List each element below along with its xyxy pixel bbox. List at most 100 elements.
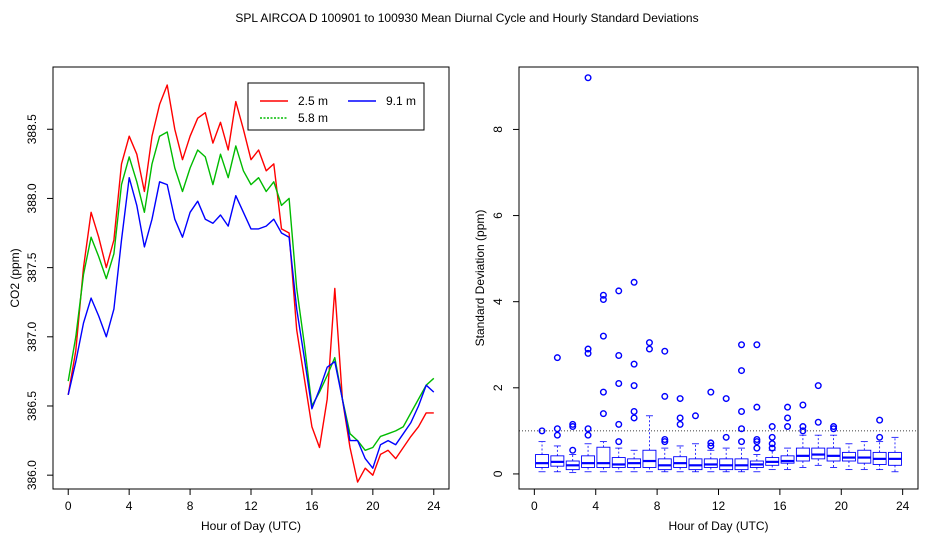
- outlier-point: [661, 435, 669, 443]
- box-hour-21.5: [857, 441, 872, 471]
- box-iqr: [826, 447, 841, 462]
- series-line-2-5-m: [67, 84, 434, 483]
- box-hour-2.5: [565, 420, 580, 474]
- box-hour-12.5: [719, 395, 734, 473]
- outlier-point: [661, 392, 669, 400]
- y-tick-label: 388.5: [25, 114, 39, 144]
- x-tick-label: 12: [244, 499, 258, 513]
- outlier-point: [645, 339, 653, 347]
- box-hour-17.5: [795, 401, 810, 468]
- box-hour-20.5: [841, 443, 856, 471]
- box-hour-13.5: [734, 341, 749, 473]
- outlier-point: [753, 435, 761, 443]
- outlier-point: [599, 388, 607, 396]
- outlier-point: [553, 431, 561, 439]
- box-hour-5.5: [611, 287, 626, 473]
- outlier-point: [553, 425, 561, 433]
- outlier-point: [661, 438, 669, 446]
- x-axis-label: Hour of Day (UTC): [668, 519, 768, 533]
- outlier-point: [630, 414, 638, 422]
- outlier-point: [630, 278, 638, 286]
- outlier-point: [738, 425, 746, 433]
- y-tick-label: 8: [491, 126, 505, 133]
- outlier-point: [830, 425, 838, 433]
- outlier-point: [753, 438, 761, 446]
- outlier-point: [661, 347, 669, 355]
- y-tick-label: 387.5: [25, 252, 39, 282]
- outlier-point: [753, 403, 761, 411]
- x-tick-label: 24: [896, 499, 910, 513]
- box-iqr: [703, 458, 718, 468]
- outlier-point: [799, 427, 807, 435]
- outlier-point: [584, 431, 592, 439]
- outlier-point: [584, 74, 592, 82]
- outlier-point: [615, 287, 623, 295]
- outlier-point: [615, 380, 623, 388]
- box-hour-10.5: [688, 412, 703, 473]
- outlier-point: [707, 388, 715, 396]
- y-tick-label: 387.0: [25, 321, 39, 351]
- box-hour-18.5: [811, 382, 826, 466]
- outlier-point: [784, 423, 792, 431]
- box-hour-3.5: [581, 74, 596, 473]
- outlier-point: [876, 433, 884, 441]
- outlier-point: [691, 412, 699, 420]
- y-tick-label: 386.5: [25, 391, 39, 421]
- x-tick-label: 8: [187, 499, 194, 513]
- box-hour-11.5: [703, 388, 718, 473]
- outlier-point: [707, 442, 715, 450]
- outlier-point: [676, 414, 684, 422]
- x-tick-label: 16: [305, 499, 319, 513]
- outlier-point: [768, 433, 776, 441]
- box-hour-8.5: [657, 347, 672, 473]
- co2-diurnal-chart: 0 4 8 12 16 20 24 386.0 386.5 387.0 387.5 388.0 388.…: [8, 66, 450, 533]
- outlier-point: [830, 423, 838, 431]
- outlier-point: [584, 349, 592, 357]
- outlier-point: [615, 352, 623, 360]
- y-tick-label: 0: [491, 470, 505, 477]
- legend-label: 5.8 m: [298, 111, 328, 125]
- outlier-point: [553, 354, 561, 362]
- outlier-point: [784, 414, 792, 422]
- outlier-point: [645, 345, 653, 353]
- box-hour-14.5: [749, 341, 764, 473]
- figure-title: SPL AIRCOA D 100901 to 100930 Mean Diurn…: [235, 11, 698, 25]
- legend-label: 2.5 m: [298, 94, 328, 108]
- outlier-point: [814, 418, 822, 426]
- outlier-point: [722, 433, 730, 441]
- outlier-point: [722, 395, 730, 403]
- outlier-point: [738, 407, 746, 415]
- plot-frame: [518, 66, 919, 490]
- outlier-point: [569, 446, 577, 454]
- outlier-point: [599, 410, 607, 418]
- box-hour-19.5: [826, 423, 841, 468]
- outlier-point: [753, 444, 761, 452]
- box-hour-9.5: [673, 395, 688, 473]
- outlier-point: [630, 382, 638, 390]
- box-hour-16.5: [780, 403, 795, 471]
- x-axis-label: Hour of Day (UTC): [201, 519, 301, 533]
- outlier-point: [615, 438, 623, 446]
- x-tick-label: 0: [531, 499, 538, 513]
- outlier-point: [768, 440, 776, 448]
- box-hour-15.5: [765, 423, 780, 471]
- x-tick-label: 4: [592, 499, 599, 513]
- outlier-point: [768, 444, 776, 452]
- x-tick-label: 20: [366, 499, 380, 513]
- outlier-point: [738, 367, 746, 375]
- box-hour-0.5: [535, 427, 549, 473]
- box-iqr: [780, 455, 795, 464]
- outlier-point: [584, 345, 592, 353]
- outlier-point: [707, 439, 715, 447]
- x-tick-label: 12: [712, 499, 726, 513]
- box-iqr: [535, 454, 549, 468]
- x-tick-label: 24: [427, 499, 441, 513]
- outlier-point: [569, 420, 577, 428]
- x-tick-label: 16: [773, 499, 787, 513]
- x-tick-label: 8: [654, 499, 661, 513]
- outlier-point: [768, 423, 776, 431]
- x-tick-label: 4: [126, 499, 133, 513]
- y-tick-label: 2: [491, 384, 505, 391]
- box-hour-7.5: [642, 339, 657, 473]
